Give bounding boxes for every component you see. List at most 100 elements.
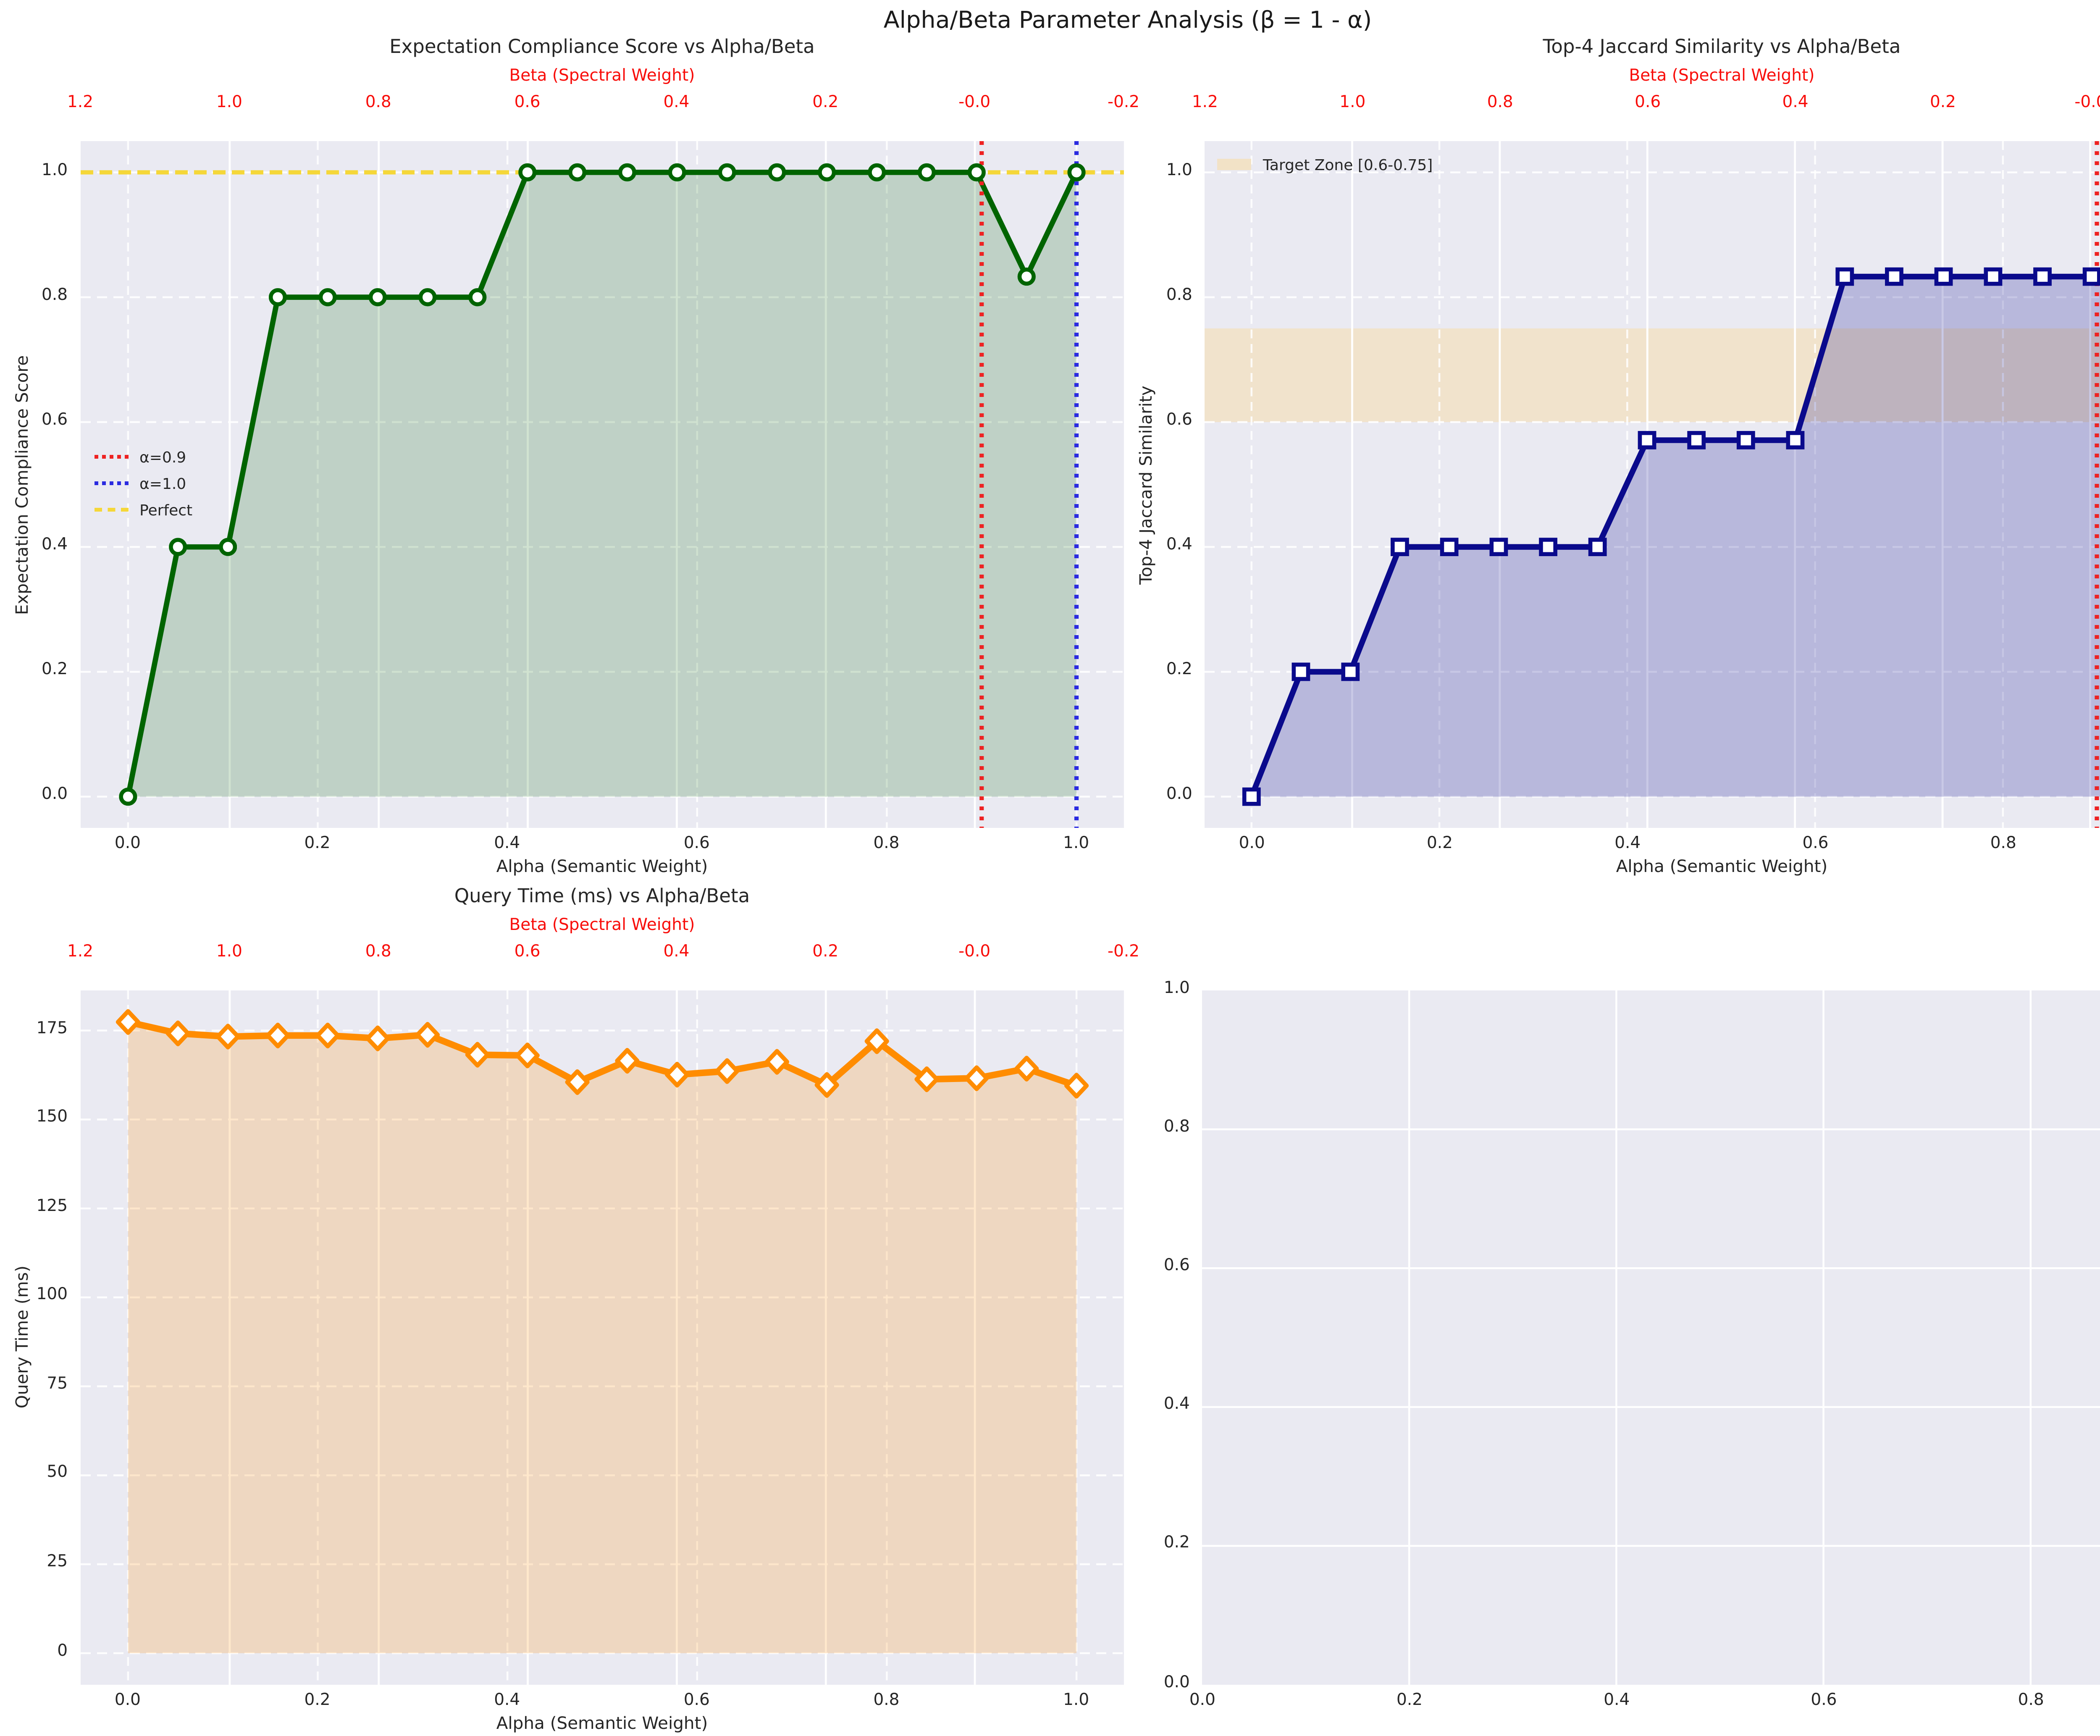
plot-area-empty: 0.00.20.40.60.81.00.00.20.40.60.81.0 [1164,979,2100,1710]
legend-label: Perfect [139,501,193,519]
y-tick-label: 0 [57,1641,68,1660]
legend: Target Zone [0.6-0.75] [1217,151,1433,178]
beta-tick-label: -0.0 [958,93,991,112]
x-tick-label: 0.2 [304,834,331,853]
x-tick-label: 1.0 [1063,1691,1089,1710]
x-tick-label: 0.2 [1396,1691,1423,1710]
x-tick-labels: 0.00.20.40.60.81.0 [1189,1691,2100,1713]
legend-label: Target Zone [0.6-0.75] [1263,155,1433,173]
legend-patch-swatch [1217,159,1252,170]
y-tick-label: 175 [36,1019,68,1038]
x-axis-title: Alpha (Semantic Weight) [496,857,708,877]
beta-axis-title: Beta (Spectral Weight) [509,916,695,935]
y-tick-label: 0.2 [42,660,68,680]
legend-line-swatch [94,508,129,512]
x-tick-label: 0.8 [2018,1691,2044,1710]
beta-tick-label: -0.2 [1108,942,1140,961]
beta-tick-label: 0.2 [812,93,839,112]
beta-tick-label: 1.0 [216,93,242,112]
chart-title: Query Time (ms) vs Alpha/Beta [454,884,750,907]
legend: α=0.9 α=1.0 Perfect [94,444,192,523]
beta-tick-label: 0.4 [1782,93,1809,112]
x-tick-label: 0.6 [1802,834,1829,853]
x-tick-label: 0.0 [114,1691,141,1710]
chart-title: Expectation Compliance Score vs Alpha/Be… [389,35,815,58]
beta-tick-label: 1.2 [67,942,94,961]
y-tick-label: 0.6 [1163,1256,1190,1276]
x-tick-labels: 0.0 0.2 0.4 0.6 0.8 1.0 [80,1691,1124,1713]
x-tick-label: 0.6 [683,834,710,853]
beta-tick-label: 1.0 [216,942,242,961]
beta-tick-label: 0.6 [1635,93,1661,112]
y-tick-label: 0.4 [1166,536,1192,555]
legend-label: α=0.9 [139,448,186,466]
legend-line-swatch [94,455,129,459]
y-tick-label: 1.0 [1163,979,1190,998]
x-tick-label: 1.0 [1063,834,1089,853]
beta-tick-label: 0.4 [663,942,690,961]
x-tick-label: 0.0 [1189,1691,1215,1710]
beta-tick-labels: 1.21.00.80.60.40.2-0.0-0.2 [1192,93,2100,116]
beta-tick-label: 1.2 [1192,93,1218,112]
y-tick-label: 0.6 [42,410,68,430]
beta-tick-label: 0.8 [365,93,391,112]
x-tick-label: 0.0 [1239,834,1265,853]
x-tick-label: 0.0 [114,834,141,853]
figure-title: Alpha/Beta Parameter Analysis (β = 1 - α… [883,8,1372,34]
y-tick-label: 150 [36,1108,68,1127]
plot-area-jaccard-similarity: Top-4 Jaccard Similarity vs Alpha/Beta B… [1137,35,2100,877]
beta-axis-title: Beta (Spectral Weight) [509,67,695,86]
beta-tick-label: -0.2 [1108,93,1140,112]
x-axis-title: Alpha (Semantic Weight) [1616,857,1828,877]
x-tick-label: 0.8 [1990,834,2016,853]
x-tick-label: 0.6 [683,1691,710,1710]
x-tick-label: 0.4 [1614,834,1641,853]
x-tick-label: 0.4 [1604,1691,1630,1710]
y-tick-label: 1.0 [1166,161,1192,180]
y-tick-label: 100 [36,1285,68,1305]
beta-tick-label: -0.0 [958,942,991,961]
legend-item: α=1.0 [94,470,192,496]
y-tick-label: 0.4 [42,536,68,555]
y-tick-labels: 0.0 0.2 0.4 0.6 0.8 1.0 [0,141,68,828]
beta-tick-label: 0.2 [1929,93,1956,112]
x-axis-title: Alpha (Semantic Weight) [496,1713,708,1734]
legend-label: α=1.0 [139,474,186,492]
y-tick-label: 0.6 [1166,410,1192,430]
y-tick-label: 125 [36,1197,68,1216]
beta-axis-title: Beta (Spectral Weight) [1629,67,1815,86]
y-tick-label: 75 [47,1374,68,1394]
x-tick-label: 0.4 [494,834,520,853]
y-tick-label: 0.8 [1163,1117,1190,1137]
legend-line-swatch [94,481,129,485]
y-tick-label: 0.0 [1166,785,1192,804]
y-tick-labels: 0.0 0.2 0.4 0.6 0.8 1.0 [1112,979,1190,1692]
beta-tick-label: 0.6 [514,942,541,961]
y-tick-label: 25 [47,1552,68,1572]
beta-tick-label: 1.2 [67,93,94,112]
y-tick-label: 1.0 [42,161,68,180]
beta-tick-label: 0.4 [663,93,690,112]
x-tick-label: 0.8 [873,834,900,853]
beta-tick-label: 0.2 [812,942,839,961]
y-tick-label: 0.8 [42,286,68,305]
x-tick-label: 0.4 [494,1691,520,1710]
legend-item: Perfect [94,496,192,523]
x-tick-label: 0.2 [1426,834,1453,853]
x-tick-label: 0.2 [304,1691,331,1710]
y-tick-label: 0.2 [1163,1534,1190,1553]
y-tick-label: 50 [47,1463,68,1483]
y-tick-label: 0.8 [1166,286,1192,305]
y-tick-labels: 0 25 50 75 100 125 150 175 [0,990,68,1684]
x-tick-label: 0.8 [873,1691,900,1710]
chart-title: Top-4 Jaccard Similarity vs Alpha/Beta [1543,35,1901,58]
y-tick-label: 0.0 [1163,1673,1190,1692]
plot-area-query-time: Query Time (ms) vs Alpha/Beta Beta (Spec… [12,884,1139,1733]
y-tick-label: 0.4 [1163,1395,1190,1414]
y-tick-label: 0.0 [42,785,68,804]
x-tick-labels: 0.00.20.40.60.81.0 [1205,834,2100,857]
x-tick-labels: 0.0 0.2 0.4 0.6 0.8 1.0 [80,834,1124,857]
x-tick-label: 0.6 [1811,1691,1837,1710]
